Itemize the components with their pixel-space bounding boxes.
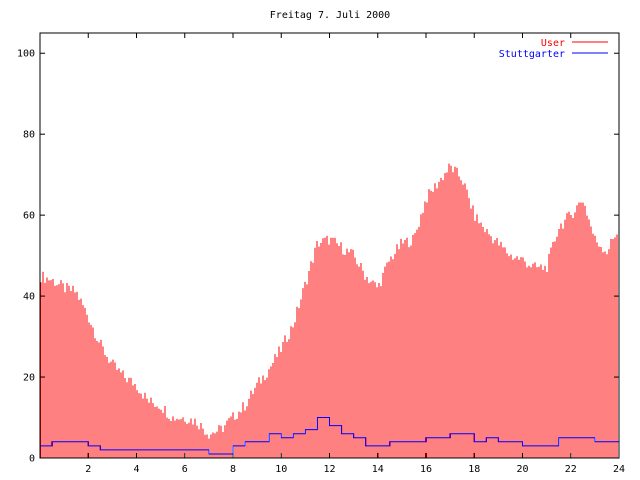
x-tick-label: 12 <box>323 464 335 475</box>
y-tick-label: 80 <box>23 130 35 141</box>
legend: User Stuttgarter <box>499 38 608 60</box>
y-tick-label: 20 <box>23 373 35 384</box>
x-tick-label: 18 <box>468 464 480 475</box>
x-tick-label: 6 <box>182 464 188 475</box>
y-tick-label: 40 <box>23 292 35 303</box>
x-tick-label: 8 <box>230 464 236 475</box>
y-tick-label: 60 <box>23 211 35 222</box>
x-tick-label: 16 <box>420 464 432 475</box>
x-tick-label: 4 <box>133 464 139 475</box>
chart-title: Freitag 7. Juli 2000 <box>270 10 390 21</box>
x-tick-label: 20 <box>516 464 528 475</box>
y-tick-label: 100 <box>17 49 35 60</box>
y-axis: 0 20 40 60 80 100 <box>17 49 619 465</box>
y-tick-label: 0 <box>29 454 35 465</box>
x-tick-label: 2 <box>85 464 91 475</box>
legend-label-stuttgarter: Stuttgarter <box>499 49 565 60</box>
x-tick-label: 10 <box>275 464 287 475</box>
x-axis: 2 4 6 8 10 12 14 16 18 20 22 24 <box>85 33 625 475</box>
x-tick-label: 14 <box>372 464 384 475</box>
user-bars <box>40 163 618 458</box>
stuttgarter-line-group <box>40 417 619 455</box>
x-tick-label: 24 <box>613 464 625 475</box>
legend-label-user: User <box>541 38 565 49</box>
stuttgarter-line <box>40 417 619 455</box>
x-tick-label: 22 <box>565 464 577 475</box>
